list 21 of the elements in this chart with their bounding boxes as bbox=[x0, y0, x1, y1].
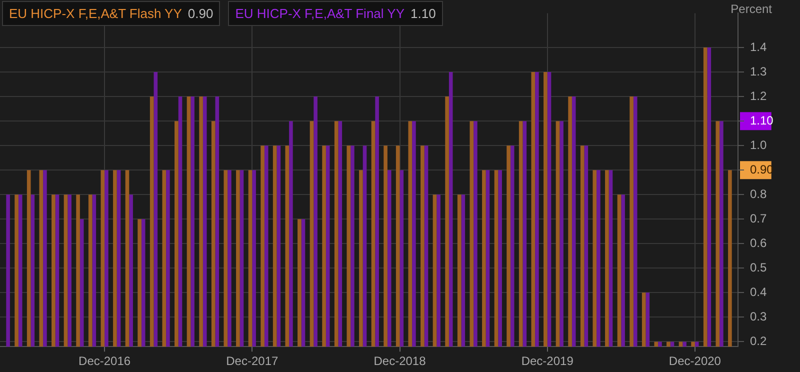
text: EU HICP-X F,E,A&T Final YY bbox=[235, 6, 405, 21]
x-tick-label: Dec-2017 bbox=[226, 354, 278, 368]
y-tick-label: 0.3 bbox=[750, 309, 768, 324]
y-tick-label: 0.4 bbox=[750, 284, 768, 299]
y-tick-label: 1.2 bbox=[750, 88, 768, 103]
y-tick-label: 0.6 bbox=[750, 236, 768, 250]
y-tick-label: 0.2 bbox=[750, 334, 768, 348]
x-tick-label: Dec-2016 bbox=[78, 354, 131, 368]
annotation: 0.90 bbox=[188, 6, 214, 21]
annotation: 1.10 bbox=[410, 6, 436, 21]
x-tick-label: Dec-2018 bbox=[374, 354, 426, 368]
x-tick-label: Dec-2019 bbox=[521, 354, 574, 368]
y-tick-label: 1.0 bbox=[750, 138, 768, 152]
y-tick-label: 1.3 bbox=[750, 64, 768, 78]
y-axis-title: Percent bbox=[730, 2, 772, 16]
x-tick-label: Dec-2020 bbox=[668, 354, 722, 368]
y-tick-label: 0.7 bbox=[750, 211, 768, 226]
text: EU HICP-X F,E,A&T Flash YY bbox=[9, 6, 182, 21]
y-tick-label: 0.8 bbox=[750, 186, 768, 201]
y-tick-label: 1.4 bbox=[750, 40, 768, 54]
y-tick-label: 0.5 bbox=[750, 260, 768, 274]
